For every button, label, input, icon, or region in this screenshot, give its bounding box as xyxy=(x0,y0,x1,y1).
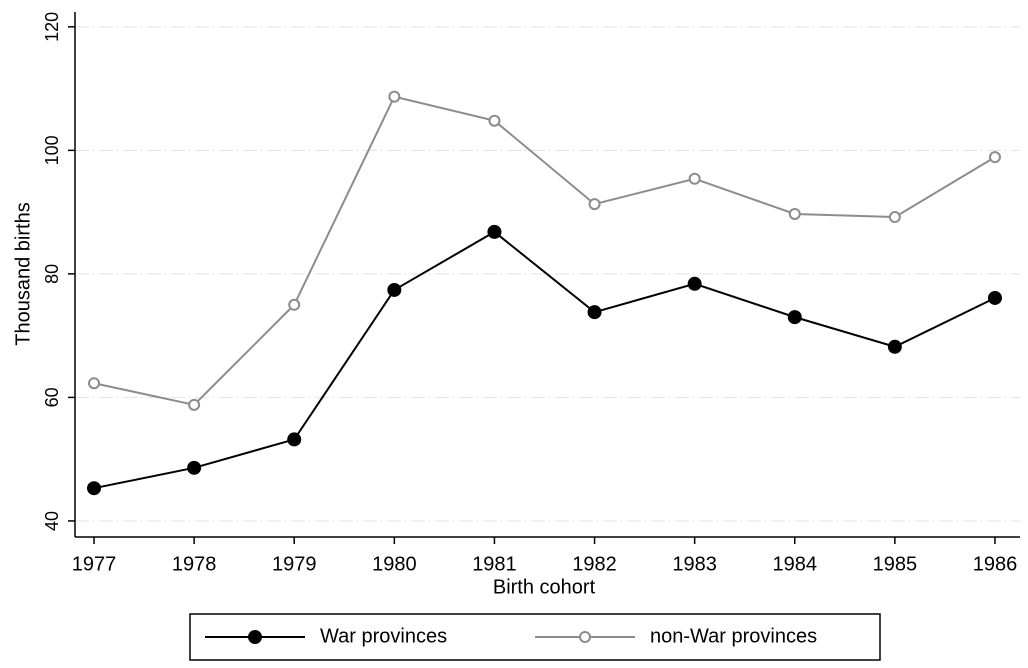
legend-marker xyxy=(579,631,591,643)
point xyxy=(488,114,501,127)
point xyxy=(687,276,702,291)
x-tick-label: 1984 xyxy=(773,553,818,575)
point xyxy=(388,90,401,103)
point xyxy=(88,377,101,390)
x-tick-label: 1977 xyxy=(72,553,117,575)
x-tick-label: 1980 xyxy=(372,553,417,575)
y-tick-label: 80 xyxy=(42,264,62,284)
legend-box xyxy=(189,613,881,661)
x-tick-label: 1981 xyxy=(472,553,517,575)
point xyxy=(987,290,1002,305)
y-tick-label: 100 xyxy=(42,135,62,165)
y-axis-label: Thousand births xyxy=(12,202,34,345)
point xyxy=(187,460,202,475)
y-tick-label: 60 xyxy=(42,387,62,407)
point xyxy=(287,432,302,447)
point xyxy=(587,305,602,320)
point xyxy=(487,224,502,239)
point xyxy=(988,151,1001,164)
series-line xyxy=(93,230,996,490)
point xyxy=(188,398,201,411)
point xyxy=(688,172,701,185)
point xyxy=(887,339,902,354)
y-tick-label: 120 xyxy=(42,12,62,42)
legend-label: non-War provinces xyxy=(650,625,817,647)
y-tick-label: 40 xyxy=(42,511,62,531)
legend-marker xyxy=(248,630,262,644)
point xyxy=(87,481,102,496)
point xyxy=(588,198,601,211)
point xyxy=(888,211,901,224)
point xyxy=(788,207,801,220)
series-line xyxy=(93,95,996,406)
x-tick-label: 1985 xyxy=(873,553,918,575)
x-axis-label: Birth cohort xyxy=(493,576,596,598)
x-tick-label: 1979 xyxy=(272,553,317,575)
x-tick-label: 1982 xyxy=(572,553,617,575)
x-tick-label: 1978 xyxy=(172,553,217,575)
legend-label: War provinces xyxy=(320,625,447,647)
x-tick-label: 1983 xyxy=(672,553,717,575)
point xyxy=(288,298,301,311)
x-tick-label: 1986 xyxy=(973,553,1018,575)
point xyxy=(387,282,402,297)
point xyxy=(787,310,802,325)
